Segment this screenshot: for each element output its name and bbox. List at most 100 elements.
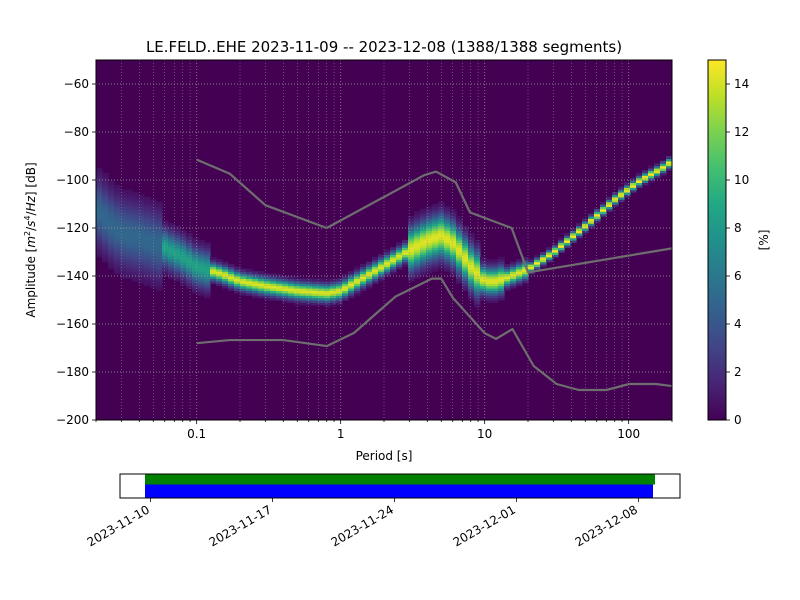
heatmap-cell bbox=[474, 249, 481, 253]
heatmap-cell bbox=[198, 256, 205, 260]
heatmap-cell bbox=[540, 254, 547, 258]
heatmap-cell bbox=[420, 223, 427, 227]
heatmap-cell bbox=[264, 273, 271, 277]
heatmap-cell bbox=[276, 285, 283, 289]
heatmap-cell bbox=[414, 237, 421, 241]
heatmap-cell bbox=[198, 276, 205, 279]
heatmap-cell bbox=[198, 292, 205, 296]
heatmap-cell bbox=[120, 204, 127, 207]
y-tick-label: −120 bbox=[56, 221, 89, 235]
heatmap-cell bbox=[126, 228, 133, 231]
heatmap-cell bbox=[126, 244, 133, 248]
heatmap-cell bbox=[114, 235, 121, 239]
heatmap-cell bbox=[390, 268, 397, 272]
heatmap-cell bbox=[252, 290, 259, 294]
heatmap-cell bbox=[612, 201, 619, 205]
heatmap-cell bbox=[648, 180, 655, 183]
heatmap-cell bbox=[396, 254, 403, 258]
heatmap-cell bbox=[180, 266, 187, 270]
heatmap-cell bbox=[552, 247, 559, 251]
heatmap-cell bbox=[462, 252, 469, 255]
heatmap-cell bbox=[138, 216, 145, 219]
heatmap-cell bbox=[300, 290, 307, 294]
heatmap-cell bbox=[174, 252, 181, 255]
heatmap-cell bbox=[474, 285, 481, 289]
heatmap-cell bbox=[120, 216, 127, 219]
heatmap-cell bbox=[336, 280, 343, 284]
heatmap-cell bbox=[138, 261, 145, 265]
heatmap-cell bbox=[438, 223, 445, 227]
heatmap-cell bbox=[174, 247, 181, 251]
heatmap-cell bbox=[474, 264, 481, 267]
heatmap-cell bbox=[180, 264, 187, 267]
heatmap-cell bbox=[108, 230, 115, 234]
heatmap-cell bbox=[522, 268, 529, 272]
heatmap-cell bbox=[558, 237, 565, 241]
coverage-processed-bar bbox=[145, 474, 655, 485]
heatmap-cell bbox=[204, 259, 211, 263]
heatmap-cell bbox=[486, 283, 493, 287]
heatmap-cell bbox=[180, 273, 187, 277]
heatmap-cell bbox=[132, 220, 139, 224]
heatmap-cell bbox=[96, 249, 103, 253]
heatmap-cell bbox=[126, 192, 133, 195]
heatmap-cell bbox=[108, 244, 115, 248]
heatmap-cell bbox=[282, 292, 289, 296]
heatmap-cell bbox=[258, 288, 265, 291]
heatmap-cell bbox=[456, 280, 463, 284]
heatmap-cell bbox=[456, 232, 463, 236]
heatmap-cell bbox=[108, 201, 115, 205]
heatmap-cell bbox=[414, 276, 421, 279]
heatmap-cell bbox=[330, 297, 337, 301]
heatmap-cell bbox=[300, 280, 307, 284]
heatmap-cell bbox=[408, 218, 415, 222]
heatmap-cell bbox=[222, 266, 229, 270]
heatmap-cell bbox=[102, 252, 109, 255]
heatmap-cell bbox=[450, 208, 457, 212]
heatmap-cell bbox=[426, 268, 433, 272]
heatmap-cell bbox=[426, 220, 433, 224]
heatmap-cell bbox=[120, 256, 127, 260]
heatmap-cell bbox=[126, 266, 133, 270]
heatmap-cell bbox=[540, 264, 547, 267]
heatmap-cell bbox=[114, 242, 121, 246]
heatmap-cell bbox=[312, 297, 319, 301]
heatmap-cell bbox=[456, 242, 463, 246]
heatmap-cell bbox=[486, 292, 493, 296]
heatmap-cell bbox=[162, 242, 169, 246]
heatmap-cell bbox=[180, 276, 187, 279]
heatmap-cell bbox=[186, 249, 193, 253]
heatmap-cell bbox=[192, 247, 199, 251]
heatmap-cell bbox=[456, 216, 463, 219]
heatmap-cell bbox=[570, 230, 577, 234]
heatmap-cell bbox=[492, 280, 499, 284]
heatmap-cell bbox=[114, 244, 121, 248]
heatmap-cell bbox=[342, 276, 349, 279]
heatmap-cell bbox=[300, 283, 307, 287]
heatmap-cell bbox=[108, 206, 115, 210]
heatmap-cell bbox=[108, 192, 115, 195]
heatmap-cell bbox=[456, 266, 463, 270]
heatmap-cell bbox=[264, 295, 271, 299]
heatmap-cell bbox=[576, 223, 583, 227]
heatmap-cell bbox=[174, 254, 181, 258]
heatmap-cell bbox=[432, 247, 439, 251]
heatmap-cell bbox=[270, 297, 277, 301]
heatmap-cell bbox=[150, 228, 157, 231]
colorbar bbox=[707, 59, 727, 421]
heatmap-cell bbox=[516, 261, 523, 265]
heatmap-cell bbox=[552, 254, 559, 258]
heatmap-cell bbox=[324, 278, 331, 282]
heatmap-cell bbox=[468, 268, 475, 272]
heatmap-cell bbox=[384, 266, 391, 270]
heatmap-cell bbox=[108, 266, 115, 270]
heatmap-cell bbox=[480, 290, 487, 294]
heatmap-cell bbox=[156, 254, 163, 258]
heatmap-cell bbox=[414, 225, 421, 229]
heatmap-cell bbox=[114, 268, 121, 272]
heatmap-cell bbox=[570, 235, 577, 239]
heatmap-cell bbox=[612, 194, 619, 198]
heatmap-cell bbox=[414, 220, 421, 224]
heatmap-cell bbox=[132, 273, 139, 277]
heatmap-cell bbox=[456, 264, 463, 267]
